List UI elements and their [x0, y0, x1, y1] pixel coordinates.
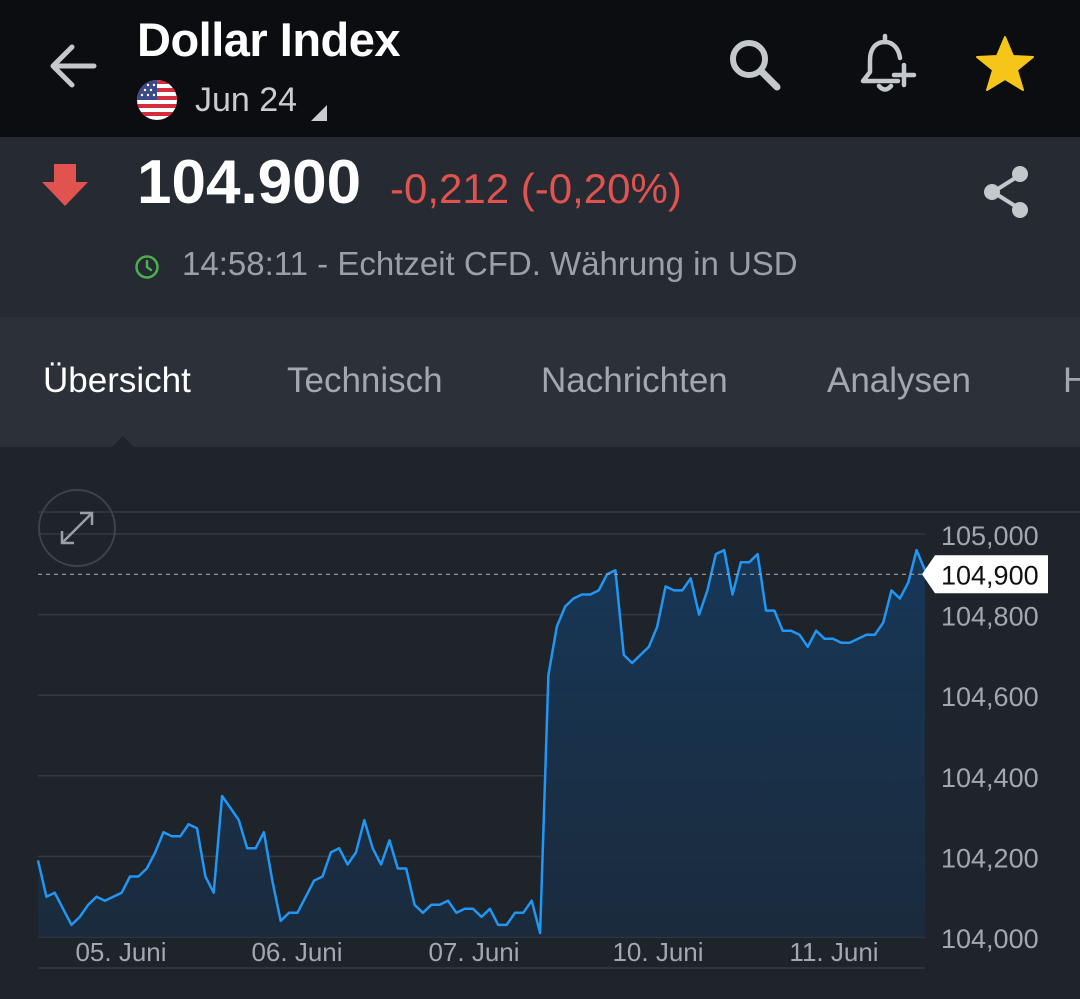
tab-news[interactable]: Nachrichten [541, 361, 728, 400]
tab-technical[interactable]: Technisch [287, 361, 443, 400]
expand-chart-button[interactable] [38, 489, 116, 567]
us-flag-icon [137, 80, 177, 120]
last-price: 104.900 [137, 148, 362, 217]
tab-partial[interactable]: H [1063, 361, 1080, 400]
x-tick-label: 11. Juni [789, 937, 878, 967]
price-area [38, 550, 925, 937]
current-price-tag [922, 555, 1048, 594]
realtime-info: 14:58:11 - Echtzeit CFD. Währung in USD [182, 245, 798, 282]
share-icon[interactable] [980, 163, 1032, 221]
x-tick-label: 10. Juni [612, 937, 703, 967]
current-price-label: 104,900 [941, 560, 1039, 590]
contract-expiry: Jun 24 [195, 80, 298, 119]
price-chart[interactable]: 105,000 104,800 104,600 104,400 104,200 104,0… [0, 447, 1080, 999]
down-arrow-icon [42, 164, 88, 206]
y-tick-label: 104,800 [941, 602, 1039, 632]
tab-overview[interactable]: Übersicht [43, 361, 191, 400]
back-arrow-icon[interactable] [40, 34, 104, 98]
y-tick-label: 104,400 [941, 763, 1039, 793]
y-tick-label: 104,000 [941, 924, 1039, 954]
quote-panel: 104.900 -0,212 (-0,20%) 14:58:11 - Echtz… [0, 137, 1080, 317]
instrument-title: Dollar Index [137, 13, 401, 66]
dropdown-caret-icon [311, 105, 328, 121]
y-tick-label: 104,600 [941, 682, 1039, 712]
expand-icon [60, 511, 94, 545]
clock-icon [135, 255, 159, 279]
price-change: -0,212 (-0,20%) [390, 165, 682, 212]
x-tick-label: 06. Juni [251, 937, 342, 967]
search-icon[interactable] [718, 30, 788, 100]
bell-plus-icon[interactable] [850, 30, 920, 100]
x-tick-label: 05. Juni [75, 937, 166, 967]
star-icon[interactable] [970, 30, 1040, 100]
tab-bar: Übersicht Technisch Nachrichten Analysen… [0, 317, 1080, 447]
contract-selector[interactable]: Jun 24 [137, 78, 328, 122]
tab-analyses[interactable]: Analysen [827, 361, 971, 400]
price-line [36, 548, 927, 935]
y-tick-label: 105,000 [941, 521, 1039, 551]
active-tab-indicator [112, 436, 134, 447]
app-header: Dollar Index Jun 24 [0, 0, 1080, 137]
y-tick-label: 104,200 [941, 843, 1039, 873]
x-tick-label: 07. Juni [428, 937, 519, 967]
